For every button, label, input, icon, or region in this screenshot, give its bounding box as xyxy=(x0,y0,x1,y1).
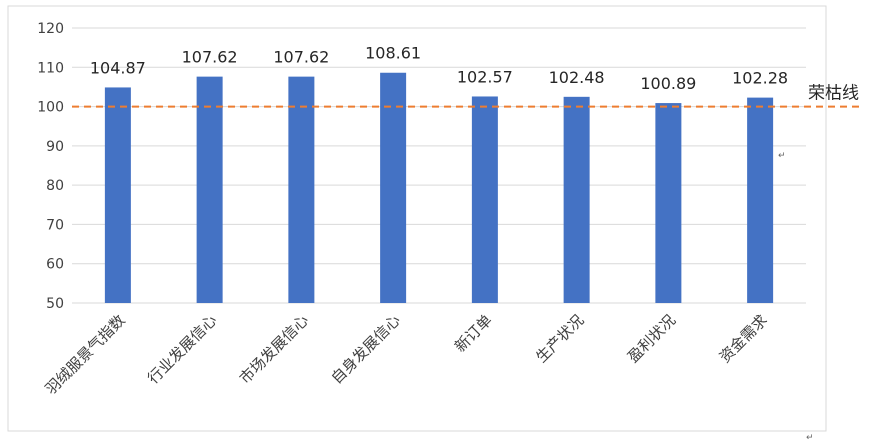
data-label: 104.87 xyxy=(90,58,146,77)
bar xyxy=(563,96,590,303)
data-label: 102.48 xyxy=(549,68,605,87)
bars xyxy=(104,72,774,303)
return-mark: ↵ xyxy=(778,151,786,161)
y-tick-label: 60 xyxy=(46,257,64,273)
y-tick-label: 70 xyxy=(46,217,64,233)
chart-border xyxy=(7,5,827,432)
reference-line-label: 荣枯线 xyxy=(808,84,859,104)
y-tick-label: 100 xyxy=(37,100,64,116)
data-label: 102.57 xyxy=(457,67,513,86)
data-label: 107.62 xyxy=(273,48,329,67)
data-label: 100.89 xyxy=(640,74,696,93)
bar xyxy=(104,87,131,303)
data-label: 102.28 xyxy=(732,69,788,88)
data-label: 108.61 xyxy=(365,44,421,63)
bar xyxy=(747,97,774,303)
y-tick-label: 50 xyxy=(46,296,64,312)
y-tick-label: 110 xyxy=(37,60,64,76)
return-mark-bottom: ↵ xyxy=(806,433,814,443)
y-tick-label: 90 xyxy=(46,139,64,155)
data-labels: 104.87 107.62 107.62 108.61 102.57 102.48 100.… xyxy=(90,44,788,93)
bar xyxy=(196,76,223,303)
reference-line-group: 荣枯线 xyxy=(72,84,860,108)
bar xyxy=(655,103,682,303)
bar xyxy=(288,76,315,303)
data-label: 107.62 xyxy=(182,48,238,67)
bar xyxy=(380,72,407,303)
y-axis: 50 60 70 80 90 100 110 120 xyxy=(37,21,64,312)
bar xyxy=(471,96,498,303)
y-tick-label: 120 xyxy=(37,21,64,37)
y-tick-label: 80 xyxy=(46,178,64,194)
